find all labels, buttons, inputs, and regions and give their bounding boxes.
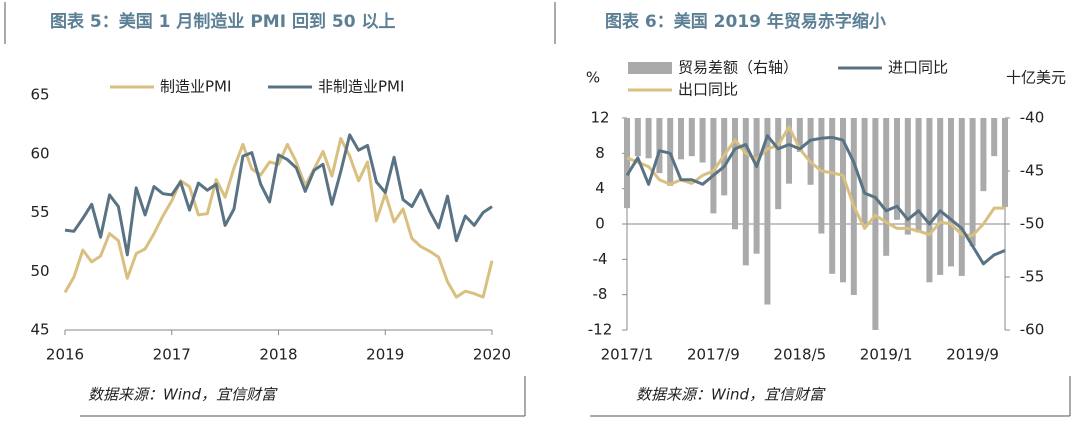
- bar: [840, 118, 846, 283]
- y2-tick-label: -60: [1020, 321, 1045, 339]
- bar: [1002, 118, 1008, 208]
- legend-label: 进口同比: [888, 59, 948, 77]
- legend-label: 贸易差额（右轴）: [678, 59, 798, 77]
- source-note: 数据来源：Wind，宜信财富: [636, 386, 826, 404]
- legend-swatch: [628, 62, 672, 74]
- bar: [915, 118, 922, 233]
- bar: [764, 118, 771, 305]
- bar: [656, 118, 663, 174]
- x-tick-label: 2019: [366, 346, 404, 364]
- bar: [894, 118, 900, 220]
- bar: [948, 118, 954, 267]
- y-tick-label: 8: [595, 144, 605, 162]
- bar: [786, 118, 792, 184]
- y-tick-label: 0: [595, 215, 605, 233]
- bar: [861, 118, 868, 224]
- bar: [969, 118, 976, 247]
- bar: [904, 118, 911, 235]
- bar: [980, 118, 987, 192]
- bar: [634, 118, 641, 157]
- bar: [926, 118, 933, 283]
- y2-tick-label: -55: [1020, 268, 1045, 286]
- x-tick-label: 2017: [153, 346, 191, 364]
- line-series: [625, 134, 1006, 266]
- bar: [775, 118, 782, 210]
- y2-axis-unit: 十亿美元: [1006, 69, 1066, 87]
- bar: [872, 118, 879, 330]
- legend-label: 非制造业PMI: [318, 78, 404, 96]
- bar: [753, 118, 760, 254]
- y2-tick-label: -45: [1020, 162, 1045, 180]
- y-tick-label: -12: [588, 321, 613, 339]
- y-tick-label: 50: [30, 262, 49, 280]
- bar: [742, 118, 749, 266]
- bar: [688, 118, 695, 157]
- chart-title: 图表 5：美国 1 月制造业 PMI 回到 50 以上: [50, 11, 395, 32]
- x-tick-label: 2017/9: [687, 346, 740, 364]
- bar: [678, 118, 684, 160]
- y-tick-label: -4: [593, 250, 608, 268]
- x-tick-label: 2016: [46, 346, 84, 364]
- line-series: [64, 133, 493, 257]
- bar: [710, 118, 717, 214]
- bar: [883, 118, 890, 256]
- x-tick-label: 2019/9: [946, 346, 999, 364]
- legend-label: 制造业PMI: [160, 78, 231, 96]
- y2-tick-label: -40: [1020, 109, 1045, 127]
- x-tick-label: 2018: [259, 346, 297, 364]
- line-series: [626, 125, 1005, 237]
- bar: [732, 118, 738, 230]
- legend-label: 出口同比: [678, 81, 738, 99]
- line-series: [63, 137, 494, 299]
- y-tick-label: 45: [30, 321, 49, 339]
- x-tick-label: 2019/1: [860, 346, 913, 364]
- bar: [818, 118, 825, 234]
- bar: [937, 118, 944, 275]
- bar: [624, 118, 630, 209]
- x-tick-label: 2018/5: [773, 346, 826, 364]
- chart-title: 图表 6：美国 2019 年贸易赤字缩小: [605, 11, 886, 32]
- x-tick-label: 2017/1: [601, 346, 654, 364]
- y-tick-label: -8: [593, 285, 608, 303]
- bar: [807, 118, 814, 185]
- bar: [958, 118, 965, 276]
- x-tick-label: 2020: [473, 346, 511, 364]
- bar: [991, 118, 998, 157]
- y-tick-label: 12: [590, 109, 609, 127]
- y2-tick-label: -50: [1020, 215, 1045, 233]
- bar: [645, 118, 652, 159]
- y-axis-unit: %: [586, 69, 600, 87]
- y-tick-label: 65: [30, 86, 49, 104]
- source-note: 数据来源：Wind，宜信财富: [88, 386, 278, 404]
- y-tick-label: 60: [30, 144, 49, 162]
- bar: [699, 118, 706, 163]
- bar: [829, 118, 836, 274]
- bar: [796, 118, 803, 152]
- y-tick-label: 4: [595, 179, 605, 197]
- y-tick-label: 55: [30, 203, 49, 221]
